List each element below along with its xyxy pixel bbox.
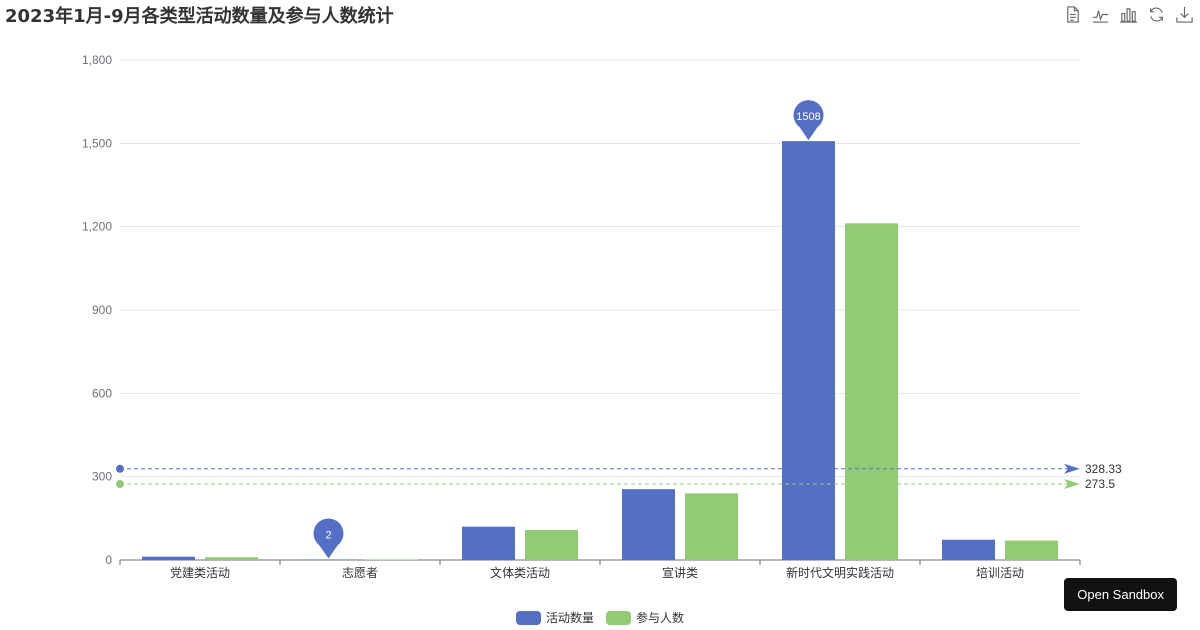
y-tick-label: 1,500 [82, 136, 112, 150]
line-chart-icon[interactable] [1091, 5, 1110, 24]
bar-series-2 [685, 493, 738, 560]
bar-series-1 [142, 556, 195, 560]
bar-chart-icon[interactable] [1119, 5, 1138, 24]
max-mark-point-label: 1508 [796, 111, 820, 123]
toolbox [1063, 5, 1194, 24]
bar-series-2 [1005, 540, 1058, 560]
open-sandbox-button[interactable]: Open Sandbox [1064, 578, 1177, 611]
bar-series-2 [365, 559, 418, 560]
legend-label: 活动数量 [545, 611, 594, 625]
x-tick-label: 党建类活动 [170, 565, 230, 580]
y-tick-label: 1,800 [82, 53, 112, 67]
x-tick-label: 志愿者 [342, 566, 378, 580]
min-mark-point-pin [313, 518, 344, 559]
average-line-label-2: 273.5 [1085, 477, 1115, 491]
bar-series-2 [205, 557, 258, 560]
bar-series-2 [525, 530, 578, 560]
bar-series-1 [942, 539, 995, 560]
x-tick-label: 文体类活动 [490, 565, 550, 580]
bar-chart: 0 300 600 900 1,200 1,500 1,800 党建类活动 志愿者 文体类活动 宣讲… [82, 53, 1122, 580]
save-image-icon[interactable] [1175, 5, 1194, 24]
min-mark-point-label: 2 [325, 529, 331, 541]
y-tick-label: 1,200 [82, 220, 112, 234]
bar-series-2 [845, 223, 898, 561]
bar-series-1 [462, 526, 515, 560]
bar-series-1 [782, 141, 835, 560]
restore-icon[interactable] [1147, 5, 1166, 24]
x-tick-label: 新时代文明实践活动 [786, 565, 894, 580]
x-tick-label: 培训活动 [976, 565, 1024, 580]
chart-title: 2023年1月-9月各类型活动数量及参与人数统计 [5, 6, 394, 27]
y-tick-label: 300 [92, 470, 112, 484]
legend-label: 参与人数 [636, 611, 685, 625]
average-line-arrow-2 [1064, 479, 1080, 490]
legend-swatch [515, 610, 541, 625]
y-tick-label: 0 [105, 553, 112, 567]
max-mark-point-pin [793, 100, 824, 141]
y-tick-label: 600 [92, 386, 112, 400]
y-tick-label: 900 [92, 303, 112, 317]
x-tick-label: 宣讲类 [662, 565, 698, 580]
legend-item-series-1[interactable]: 活动数量 [515, 609, 594, 626]
bar-series-1 [302, 559, 355, 560]
legend-item-series-2[interactable]: 参与人数 [606, 609, 684, 626]
bar-series-1 [622, 489, 675, 560]
average-line-label-1: 328.33 [1085, 462, 1122, 476]
legend: 活动数量 参与人数 [0, 609, 1200, 626]
average-line-arrow-1 [1064, 463, 1080, 474]
data-view-icon[interactable] [1063, 5, 1082, 24]
legend-swatch [606, 610, 631, 625]
